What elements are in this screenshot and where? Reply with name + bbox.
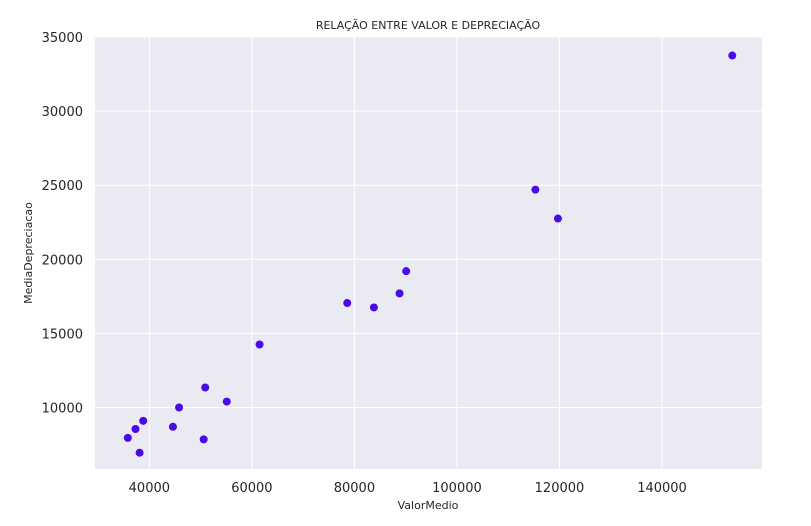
y-axis-title: MediaDepreciacao	[22, 202, 35, 304]
x-tick-label: 120000	[535, 481, 585, 496]
data-point	[199, 435, 208, 444]
x-axis-title: ValorMedio	[398, 499, 459, 512]
data-point	[222, 397, 231, 406]
data-point	[175, 403, 184, 412]
y-tick-label: 35000	[42, 31, 83, 46]
data-point	[402, 267, 411, 276]
data-point	[139, 416, 148, 425]
data-point	[135, 448, 144, 457]
data-points	[123, 51, 737, 457]
x-tick-label: 100000	[432, 481, 482, 496]
y-tick-label: 20000	[42, 253, 83, 268]
x-tick-label: 80000	[334, 481, 375, 496]
y-tick-label: 30000	[42, 105, 83, 120]
grid-lines	[95, 36, 762, 469]
data-point	[553, 214, 562, 223]
data-point	[369, 303, 378, 312]
data-point	[131, 424, 140, 433]
chart-title: RELAÇÃO ENTRE VALOR E DEPRECIAÇÃO	[316, 19, 541, 32]
data-point	[201, 383, 210, 392]
y-tick-label: 10000	[42, 401, 83, 416]
x-tick-label: 60000	[231, 481, 272, 496]
data-point	[123, 433, 132, 442]
data-point	[395, 289, 404, 298]
data-point	[255, 340, 264, 349]
y-tick-labels: 10000 15000 20000 25000 30000 35000	[42, 31, 83, 416]
data-point	[531, 185, 540, 194]
data-point	[168, 422, 177, 431]
plot-background	[95, 37, 762, 469]
x-tick-labels: 40000 60000 80000 100000 120000 140000	[129, 481, 687, 496]
data-point	[343, 299, 352, 308]
x-tick-label: 140000	[637, 481, 687, 496]
x-tick-label: 40000	[129, 481, 170, 496]
y-tick-label: 25000	[42, 179, 83, 194]
y-tick-label: 15000	[42, 327, 83, 342]
data-point	[728, 51, 737, 60]
